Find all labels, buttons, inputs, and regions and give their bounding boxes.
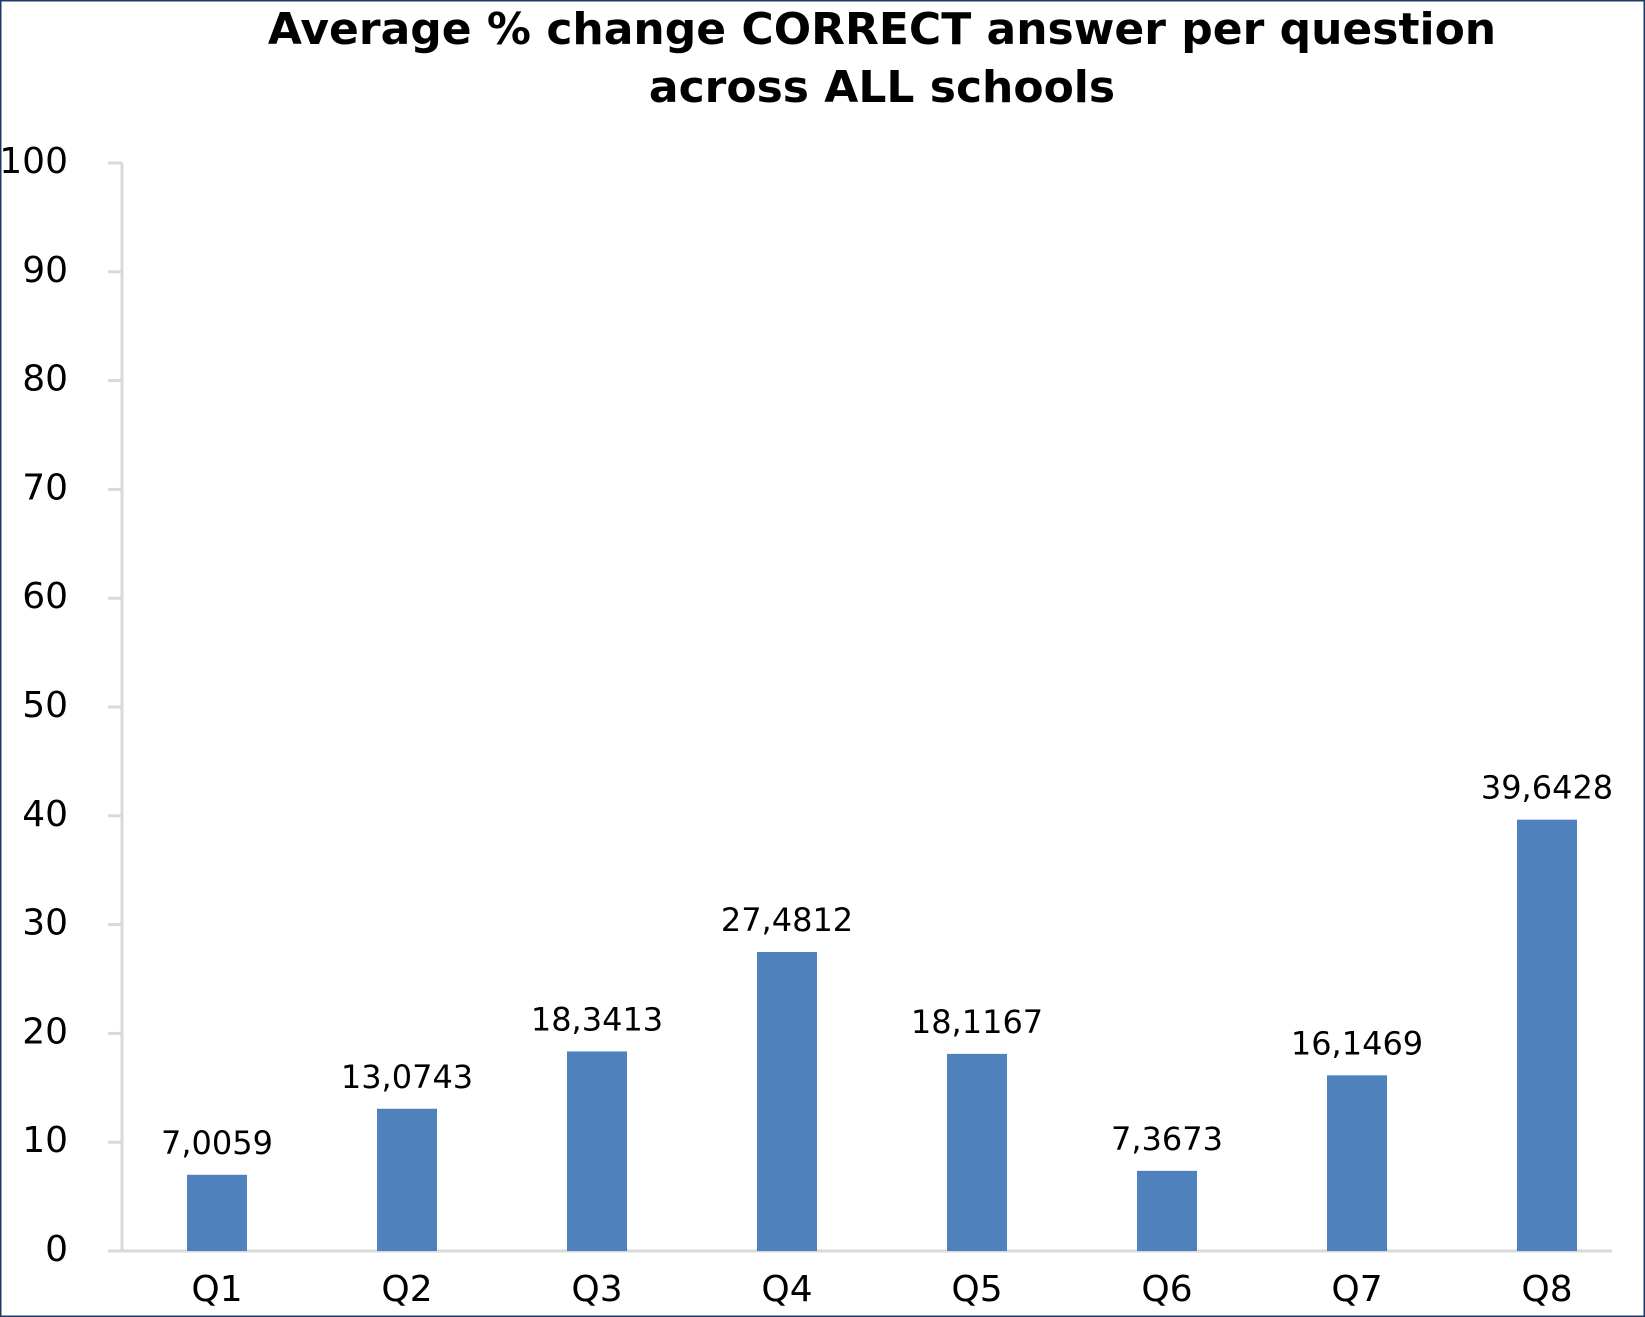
y-tick-label: 90 [22, 250, 68, 291]
bar [377, 1108, 437, 1251]
y-tick-label: 40 [22, 794, 68, 835]
data-label: 18,3413 [531, 1000, 663, 1038]
bar [1517, 819, 1577, 1251]
x-tick-label: Q3 [571, 1269, 622, 1310]
chart-title: Average % change CORRECT answer per ques… [268, 4, 1496, 55]
y-tick-label: 20 [22, 1011, 68, 1052]
y-tick-label: 0 [45, 1229, 68, 1270]
bar [757, 952, 817, 1251]
data-label: 7,3673 [1111, 1120, 1223, 1158]
x-tick-label: Q8 [1521, 1269, 1572, 1310]
bar [187, 1174, 247, 1251]
y-tick-label: 70 [22, 467, 68, 508]
data-label: 16,1469 [1291, 1024, 1423, 1062]
data-label: 7,0059 [161, 1124, 273, 1162]
x-tick-label: Q7 [1331, 1269, 1382, 1310]
data-label: 18,1167 [911, 1003, 1043, 1041]
data-label: 39,6428 [1481, 769, 1613, 807]
y-tick-label: 50 [22, 685, 68, 726]
y-tick-label: 30 [22, 903, 68, 944]
x-tick-label: Q5 [951, 1269, 1002, 1310]
y-tick-label: 60 [22, 576, 68, 617]
x-tick-label: Q4 [761, 1269, 812, 1310]
bar [947, 1053, 1007, 1251]
x-tick-label: Q2 [381, 1269, 432, 1310]
x-tick-label: Q1 [191, 1269, 242, 1310]
y-tick-label: 10 [22, 1120, 68, 1161]
data-label: 27,4812 [721, 901, 853, 939]
y-tick-label: 100 [0, 141, 68, 182]
bar [1327, 1075, 1387, 1251]
chart-title: across ALL schools [649, 62, 1115, 113]
y-tick-label: 80 [22, 359, 68, 400]
bar [567, 1051, 627, 1251]
x-tick-label: Q6 [1141, 1269, 1192, 1310]
bar [1137, 1170, 1197, 1251]
data-label: 13,0743 [341, 1058, 473, 1096]
